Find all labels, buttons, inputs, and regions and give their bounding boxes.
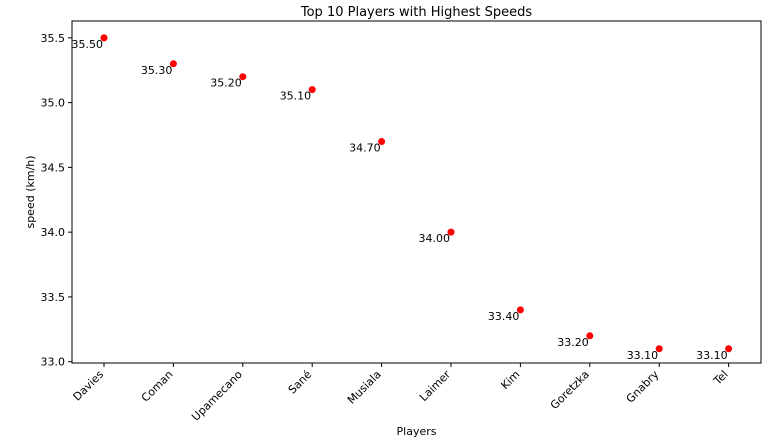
data-point — [239, 73, 247, 81]
plot-area — [71, 20, 762, 364]
x-tick-label: Gnabry — [624, 368, 662, 406]
y-axis-label: speed (km/h) — [24, 155, 37, 228]
x-axis-label: Players — [397, 425, 437, 438]
y-tick-label: 35.0 — [41, 97, 66, 110]
y-tick-label: 33.5 — [41, 291, 66, 304]
x-tick-label: Coman — [139, 368, 176, 405]
data-label: 33.20 — [557, 336, 589, 349]
chart-title: Top 10 Players with Highest Speeds — [300, 5, 532, 20]
x-tick-label: Goretzka — [548, 368, 592, 412]
x-tick-label: Upamecano — [189, 368, 245, 424]
data-label: 35.30 — [141, 64, 173, 77]
data-point — [655, 345, 663, 353]
y-axis: 33.0 33.5 34.0 34.5 35.0 35.5 — [41, 32, 72, 369]
data-point — [447, 228, 455, 236]
y-tick-label: 33.0 — [41, 356, 66, 369]
data-label: 34.70 — [349, 141, 381, 154]
data-point — [169, 60, 177, 68]
data-label: 33.10 — [627, 349, 659, 362]
x-tick-label: Tel — [710, 368, 730, 388]
data-point — [378, 137, 386, 145]
y-tick-label: 34.5 — [41, 161, 66, 174]
data-point — [100, 34, 108, 42]
x-tick-label: Kim — [498, 368, 522, 392]
data-points — [100, 34, 733, 353]
y-tick-label: 35.5 — [41, 32, 66, 45]
data-label: 33.10 — [696, 349, 728, 362]
data-labels: 35.50 35.30 35.20 35.10 34.70 34.00 33.40 33.20… — [72, 38, 728, 362]
x-axis: Davies Coman Upamecano Sané Musiala Laimer Kim… — [71, 363, 731, 424]
y-tick-label: 34.0 — [41, 226, 66, 239]
data-point — [725, 345, 733, 353]
data-point — [308, 86, 316, 94]
data-label: 35.10 — [280, 90, 312, 103]
data-label: 34.00 — [419, 232, 451, 245]
data-point — [516, 306, 524, 314]
data-label: 35.50 — [72, 38, 104, 51]
x-tick-label: Sané — [286, 368, 315, 397]
data-label: 35.20 — [210, 77, 242, 90]
x-tick-label: Laimer — [417, 368, 453, 404]
x-tick-label: Musiala — [345, 368, 384, 407]
data-point — [586, 332, 594, 340]
data-label: 33.40 — [488, 310, 520, 323]
x-tick-label: Davies — [71, 368, 107, 404]
